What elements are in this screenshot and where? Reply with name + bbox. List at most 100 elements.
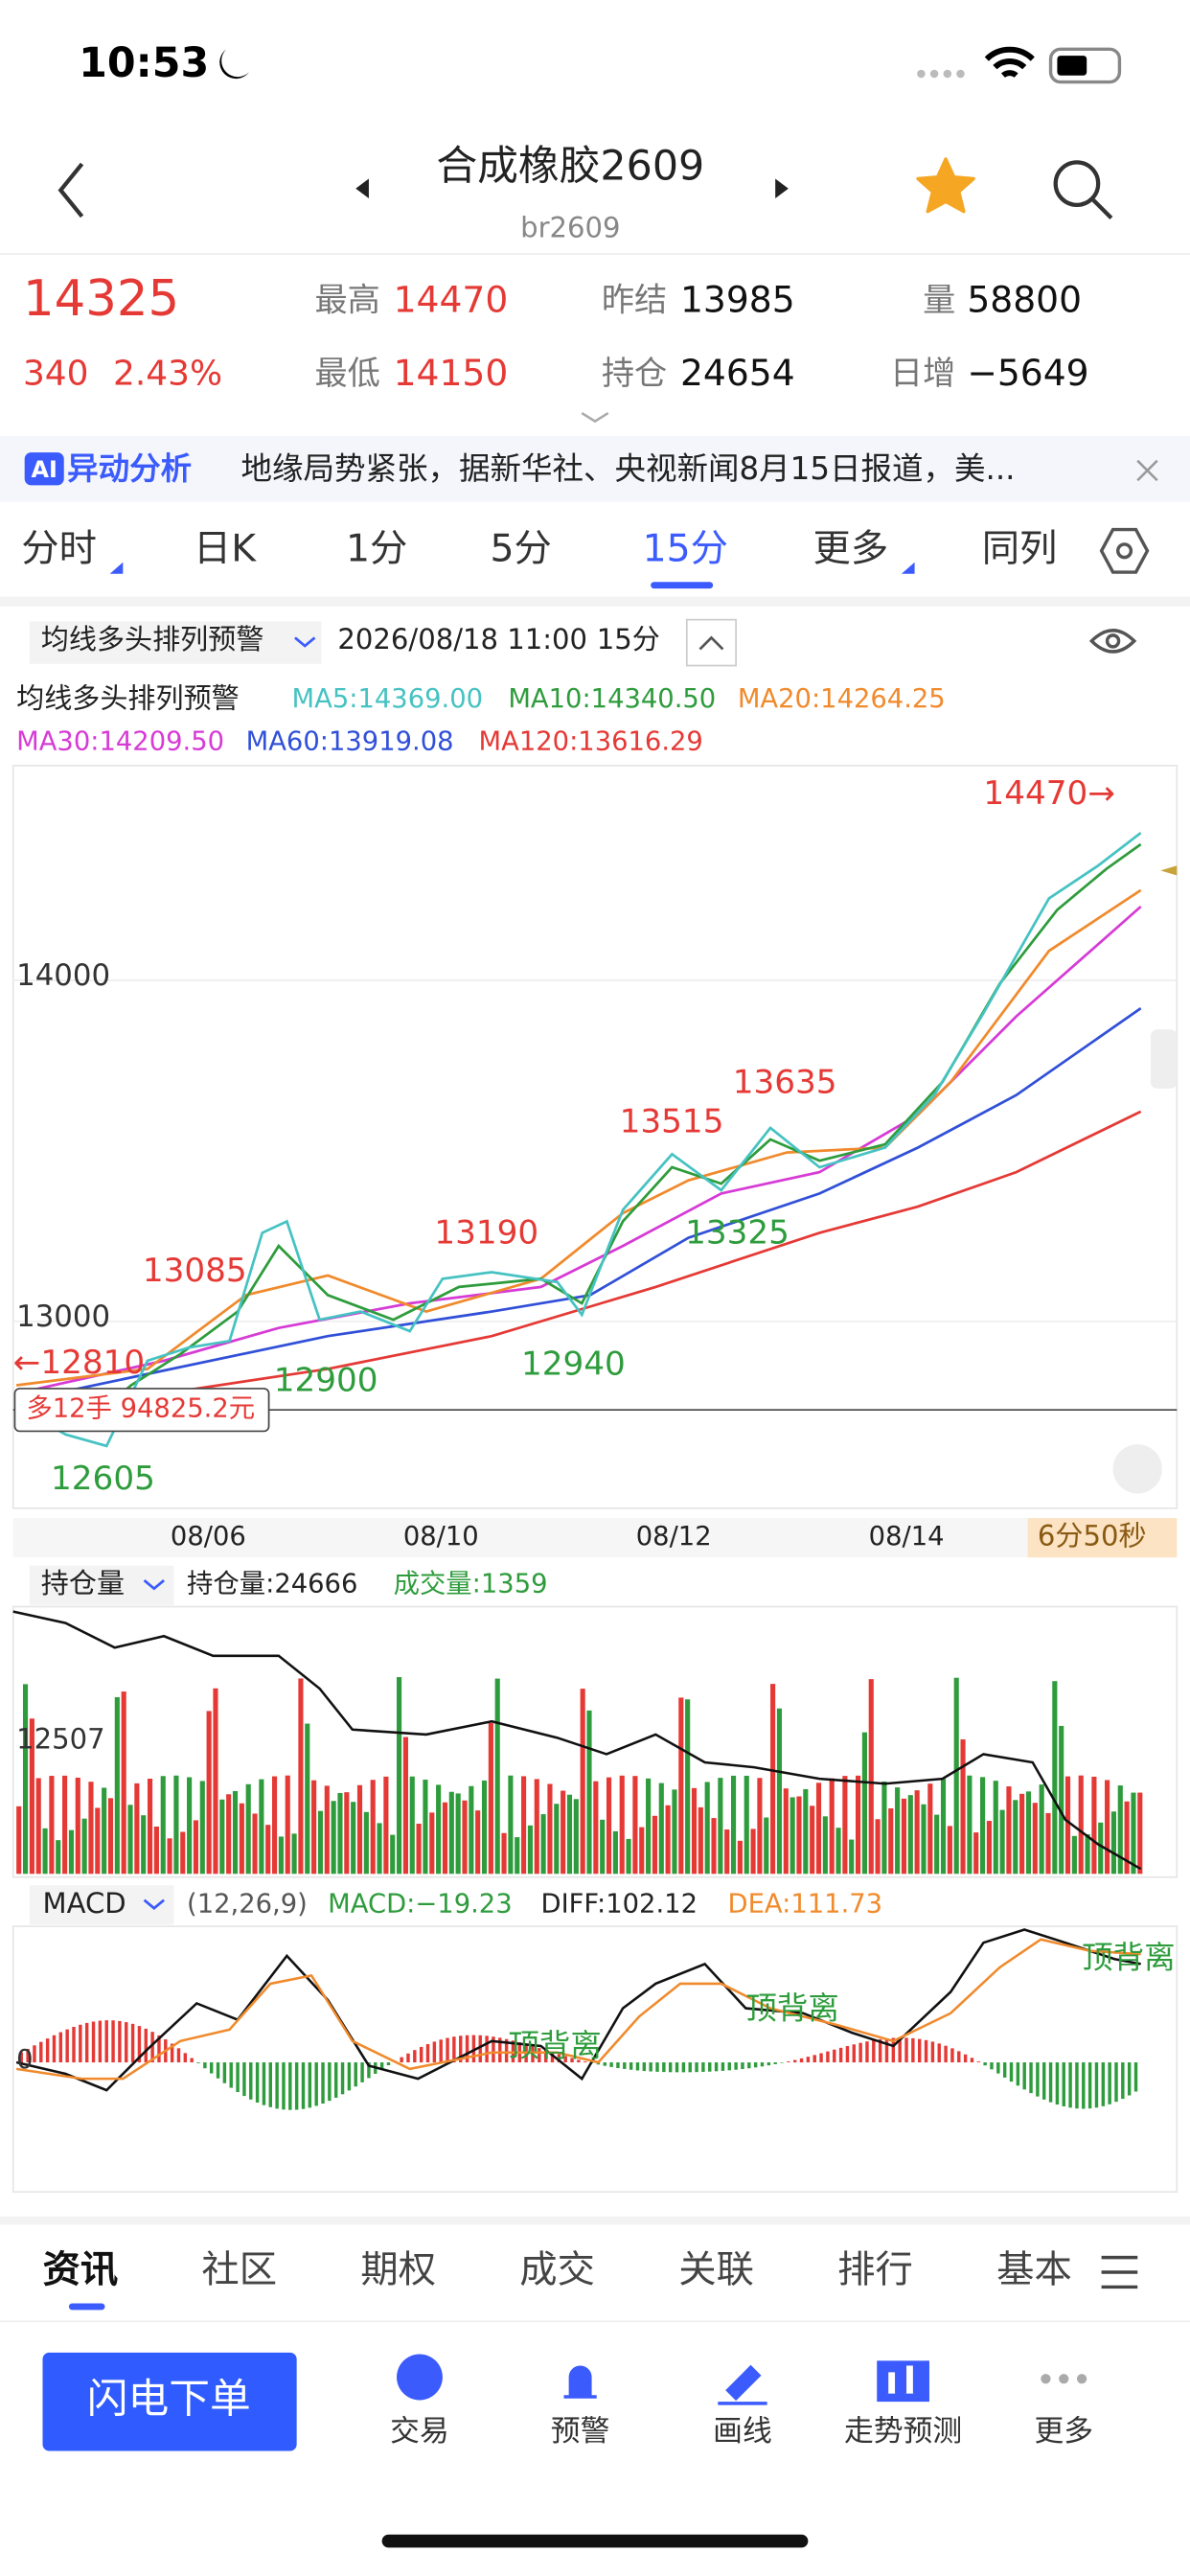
action-label[interactable]: 走势预测 [844,2414,962,2449]
tab[interactable]: 5分 [491,526,552,570]
volume-bar [678,1697,684,1874]
expand-arrow[interactable] [581,412,609,424]
volume-bar [980,1777,986,1874]
volume-frame [11,1605,1179,1878]
settings-button[interactable] [1099,527,1150,574]
reset-button[interactable] [1112,1444,1162,1494]
bottom-tab[interactable]: 成交 [519,2248,595,2292]
position-box[interactable] [13,1388,270,1433]
daily-label: 日增 [890,355,955,393]
volume-bar [580,1689,585,1874]
annotation: 13515 [620,1102,724,1140]
macd-bar [1022,2062,1026,2090]
macd-bar [1055,2062,1060,2105]
action-label[interactable]: 画线 [713,2414,772,2449]
macd-bar [655,2062,659,2072]
side-handle[interactable] [1150,1029,1178,1089]
macd-bar [990,2062,994,2070]
dea-line [15,1938,1141,2081]
order-button[interactable] [42,2352,297,2451]
macd-bar [543,2050,548,2063]
more-icon[interactable] [1041,2374,1087,2384]
bottom-tab[interactable]: 期权 [360,2248,436,2292]
tab[interactable]: 1分 [346,526,407,570]
macd-bar [695,2062,698,2073]
draw-icon[interactable] [718,2364,767,2405]
tab[interactable]: 更多 [813,526,889,570]
bottom-tab-active[interactable]: 资讯 [42,2248,118,2292]
macd-bar [603,2062,606,2066]
volume-bar [193,1820,199,1874]
news-close[interactable] [1136,459,1158,482]
volume-bar [652,1815,658,1874]
tab-active[interactable]: 15分 [643,526,728,570]
trade-icon[interactable] [397,2354,443,2401]
volume-bar [68,1829,75,1874]
action-label[interactable]: 交易 [390,2414,449,2449]
battery-level [1057,56,1087,76]
date-label: 08/14 [869,1522,945,1552]
next-contract[interactable] [775,178,789,198]
volume-bar [95,1807,101,1874]
macd-bar [957,2051,961,2063]
volume-bar [331,1801,336,1874]
prev-contract[interactable] [355,178,369,198]
volume-bar [141,1815,147,1874]
macd-bar [918,2038,922,2063]
volume-bar [305,1723,310,1874]
volume-bar [586,1710,592,1874]
collapse-button[interactable] [685,618,737,667]
menu-button[interactable] [1101,2255,1138,2289]
macd-bar [609,2062,613,2067]
macd-bar [681,2062,686,2073]
volume-bar [508,1775,514,1874]
macd-bar [563,2056,567,2063]
bottom-tab[interactable]: 基本 [996,2248,1072,2292]
volume-bar [344,1792,350,1874]
macd-bar [1127,2062,1132,2096]
volume-bar [895,1787,901,1874]
volume-bar [455,1793,461,1874]
volume-bar [561,1790,566,1874]
signal-period: 15分 [597,623,660,656]
back-button[interactable] [57,162,84,218]
bottom-tab[interactable]: 关联 [678,2248,754,2292]
macd-bar [550,2052,555,2063]
signal-select[interactable] [29,621,322,664]
volume-bar [1006,1786,1012,1874]
volume-bar [62,1775,68,1874]
tab[interactable]: 日K [194,526,257,570]
volume-bar [796,1796,802,1874]
volume-bars-decor [16,1677,1143,1874]
volume-bar [1052,1681,1058,1874]
volume-bar [685,1699,691,1874]
macd-bar [780,2062,784,2063]
macd-bar [904,2037,908,2063]
forecast-icon[interactable] [877,2360,929,2403]
volume-bar [363,1811,369,1874]
volume-bar [383,1776,389,1874]
alert-icon[interactable] [563,2365,597,2399]
macd-bar [1002,2062,1007,2078]
volume-bar [993,1781,998,1874]
news-bar[interactable] [0,436,1190,502]
annotation: 13635 [733,1063,837,1101]
macd-frame [11,1925,1179,2194]
bottom-tab[interactable]: 社区 [201,2248,277,2292]
favorite-button[interactable] [916,157,975,214]
action-label[interactable]: 更多 [1034,2414,1093,2449]
macd-bar [806,2057,811,2063]
tab[interactable]: 同列 [982,526,1058,570]
search-button[interactable] [1053,160,1113,220]
tab[interactable]: 分时 [21,526,97,570]
macd-bar [465,2035,469,2063]
macd-bar [734,2062,738,2070]
action-label[interactable]: 预警 [551,2414,610,2449]
macd-bar [753,2062,758,2068]
low: 14150 [394,352,509,394]
eye-button[interactable] [1088,629,1137,654]
y-label: 14000 [16,958,110,993]
bottom-tab[interactable]: 排行 [837,2248,913,2292]
macd-bar [504,2038,509,2063]
news-text: 地缘局势紧张，据新华社、央视新闻8月15日报道，美... [240,450,1015,487]
